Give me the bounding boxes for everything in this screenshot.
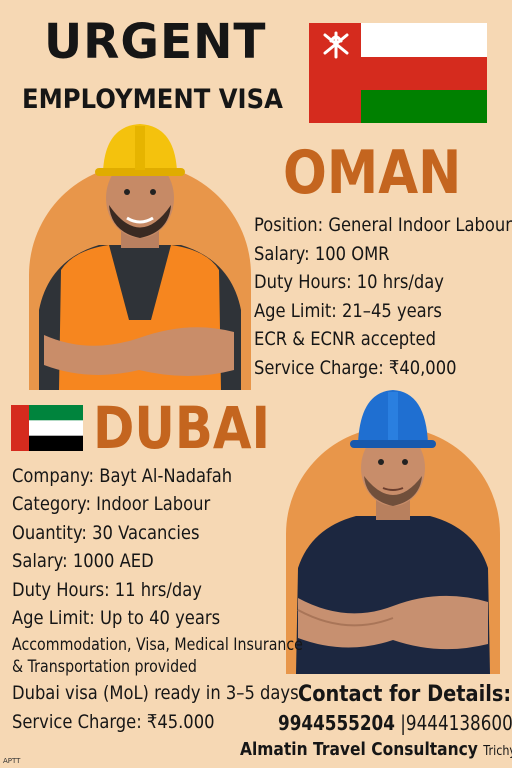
oman-details: Position: General Indoor Labour Salary: … xyxy=(254,216,512,387)
contact-heading: Contact for Details: xyxy=(298,682,512,707)
oman-position: Position: General Indoor Labour xyxy=(254,214,512,236)
worker-yellow-helmet-image xyxy=(39,124,241,390)
dubai-company: Company: Bayt Al-Nadafah xyxy=(12,465,233,487)
dubai-salary: Salary: 1000 AED xyxy=(12,550,154,573)
dubai-age-limit: Age Limit: Up to 40 years xyxy=(12,606,221,629)
oman-flag xyxy=(309,23,487,123)
oman-salary: Salary: 100 OMR xyxy=(254,242,390,265)
contact-phones: 9944555204 |9444138600 xyxy=(278,713,512,733)
dubai-benefits-line-1: Accommodation, Visa, Medical Insurance xyxy=(12,635,303,655)
dubai-visa-line: Dubai visa (MoL) ready in 3–5 days xyxy=(12,682,299,705)
dubai-title: DUBAI xyxy=(93,394,271,462)
footer-tag: APTT xyxy=(3,757,21,765)
oman-service-charge: Service Charge: ₹40,000 xyxy=(254,356,457,379)
dubai-benefits-line-2: & Transportation provided xyxy=(12,657,197,677)
subheadline: EMPLOYMENT VISA xyxy=(22,84,283,115)
oman-duty-hours: Duty Hours: 10 hrs/day xyxy=(254,271,444,293)
agency-city: Trichy xyxy=(483,744,512,759)
phone-number-1[interactable]: 9944555204 xyxy=(278,711,395,735)
uae-flag xyxy=(11,405,83,451)
oman-title: OMAN xyxy=(283,138,462,208)
phone-separator: | xyxy=(394,711,406,735)
headline: URGENT xyxy=(44,14,267,70)
dubai-service-charge: Service Charge: ₹45.000 xyxy=(12,710,215,733)
dubai-quantity: Ouantity: 30 Vacancies xyxy=(12,521,200,544)
agency-name: Almatin Travel Consultancy xyxy=(240,739,478,760)
oman-emblem-icon xyxy=(323,31,349,59)
worker-blue-helmet-image xyxy=(296,390,490,674)
dubai-category: Category: Indoor Labour xyxy=(12,493,211,516)
oman-age-limit: Age Limit: 21–45 years xyxy=(254,299,442,322)
phone-number-2[interactable]: 9444138600 xyxy=(405,711,512,735)
dubai-details: Company: Bayt Al-Nadafah Category: Indoo… xyxy=(12,465,303,741)
agency-line: Almatin Travel Consultancy Trichy xyxy=(240,741,512,759)
dubai-duty-hours: Duty Hours: 11 hrs/day xyxy=(12,578,202,601)
oman-ecr: ECR & ECNR accepted xyxy=(254,328,436,350)
